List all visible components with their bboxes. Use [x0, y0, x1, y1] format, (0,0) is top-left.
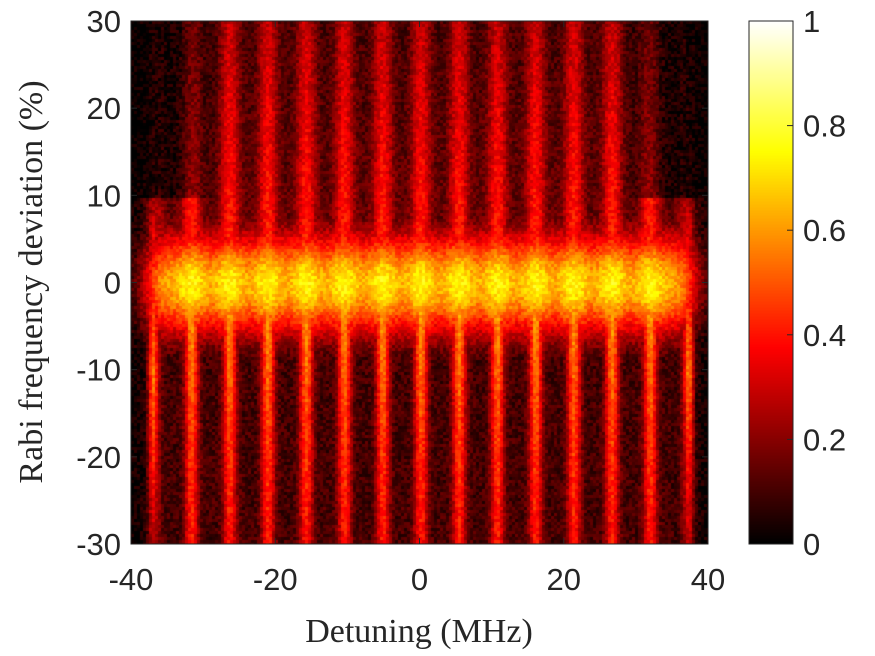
y-axis-title: Rabi frequency deviation (%)	[13, 80, 50, 483]
colorbar-tick-label: 1	[803, 4, 820, 39]
x-axis-ticks: -40 -20 0 20 40	[109, 21, 725, 597]
x-tick-label: -20	[253, 562, 298, 597]
x-tick-label: -40	[109, 562, 154, 597]
colorbar-gradient	[749, 21, 793, 544]
x-tick-label: 0	[411, 562, 428, 597]
heatmap-canvas	[131, 21, 708, 544]
colorbar-tick-label: 0.4	[803, 318, 846, 353]
y-tick-label: -20	[76, 440, 121, 475]
y-axis-ticks: 30 20 10 0 -10 -20 -30	[76, 4, 708, 562]
colorbar-frame	[748, 20, 794, 545]
colorbar-tick-label: 0.2	[803, 422, 846, 457]
colorbar-tick-label: 0	[803, 527, 820, 562]
colorbar-ticks: 1 0.8 0.6 0.4 0.2 0	[787, 4, 846, 562]
x-axis-title: Detuning (MHz)	[305, 613, 533, 650]
colorbar-tick-label: 0.8	[803, 109, 846, 144]
colorbar: 1 0.8 0.6 0.4 0.2 0	[748, 4, 846, 562]
y-tick-label: -30	[76, 527, 121, 562]
colorbar-tick-label: 0.6	[803, 213, 846, 248]
x-tick-label: 40	[691, 562, 725, 597]
y-tick-label: 20	[87, 91, 121, 126]
y-tick-label: 30	[87, 4, 121, 39]
x-tick-label: 20	[547, 562, 581, 597]
y-tick-label: 0	[104, 266, 121, 301]
heatmap-plot	[130, 20, 709, 545]
y-tick-label: 10	[87, 178, 121, 213]
y-tick-label: -10	[76, 353, 121, 388]
